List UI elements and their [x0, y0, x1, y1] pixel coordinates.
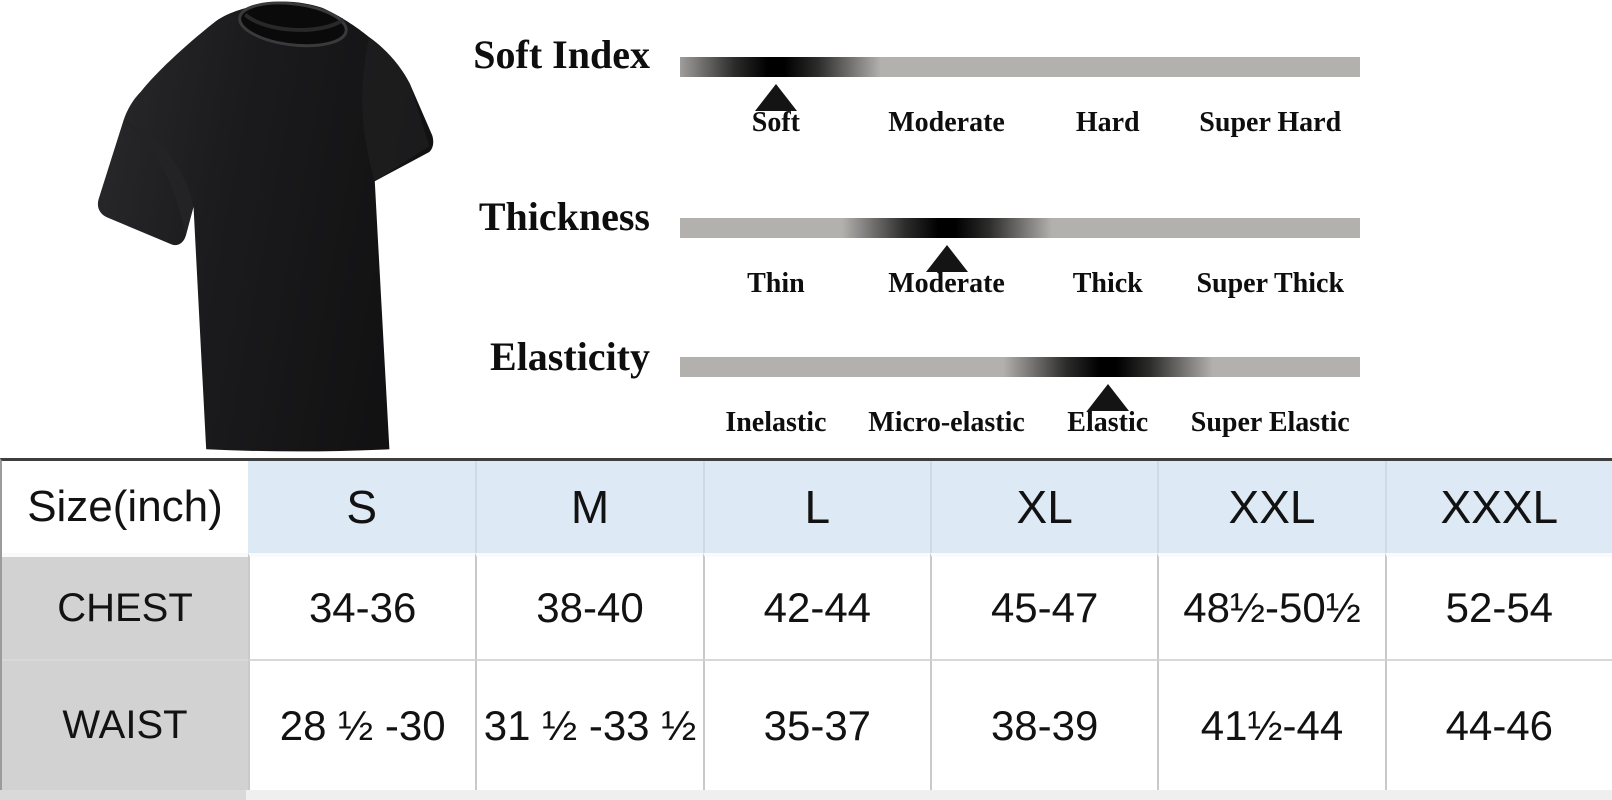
chest-m: 38-40 [475, 553, 703, 659]
scale-label-moderate: Moderate [888, 107, 1005, 138]
tshirt-photo [66, 0, 438, 458]
scale-label-inelastic: Inelastic [725, 407, 827, 438]
gauge-scale-soft-index: Soft Moderate Hard Super Hard [680, 107, 1360, 143]
table-header-m: M [475, 461, 703, 553]
scale-label-moderate: Moderate [888, 268, 1005, 299]
scale-label-super-thick: Super Thick [1196, 268, 1345, 299]
gauge-bar [680, 218, 1360, 238]
waist-xxxl: 44-46 [1384, 659, 1612, 790]
waist-xl: 38-39 [929, 659, 1158, 790]
table-header-size-inch: Size(inch) [2, 461, 248, 553]
table-header-s: S [248, 461, 476, 553]
scale-label-super-elastic: Super Elastic [1190, 407, 1350, 438]
waist-xxl: 41½-44 [1157, 659, 1385, 790]
table-bottom-edge [0, 790, 1612, 800]
gauge-soft-index: Soft Moderate Hard Super Hard [680, 57, 1360, 149]
gauge-scale-thickness: Thin Moderate Thick Super Thick [680, 268, 1360, 304]
row-label-chest: CHEST [2, 553, 248, 659]
scale-label-super-hard: Super Hard [1199, 107, 1342, 138]
chest-xxl: 48½-50½ [1157, 553, 1385, 659]
scale-label-thick: Thick [1072, 268, 1143, 299]
gauge-bar [680, 57, 1360, 77]
gauge-thickness: Thin Moderate Thick Super Thick [680, 218, 1360, 310]
gauge-marker-triangle [754, 84, 797, 111]
table-header-xxl: XXL [1157, 461, 1385, 553]
gauge-bar [680, 357, 1360, 377]
gauge-elasticity: Inelastic Micro-elastic Elastic Super El… [680, 357, 1360, 449]
table-bottom-edge-left [0, 790, 246, 800]
gauge-title-elasticity: Elasticity [490, 334, 650, 379]
waist-l: 35-37 [702, 659, 930, 790]
gauge-marker-triangle [1086, 384, 1129, 411]
chest-l: 42-44 [702, 553, 930, 659]
tshirt-image [97, 1, 434, 452]
scale-label-elastic: Elastic [1067, 407, 1149, 438]
gauge-title-thickness: Thickness [478, 194, 650, 239]
gauge-scale-elasticity: Inelastic Micro-elastic Elastic Super El… [680, 407, 1360, 443]
table-header-xl: XL [929, 461, 1158, 553]
gauge-title-soft-index: Soft Index [473, 32, 650, 77]
chest-s: 34-36 [248, 553, 476, 659]
size-table: Size(inch) S M L XL XXL XXXL CHEST 34-36… [0, 458, 1612, 790]
scale-label-soft: Soft [751, 107, 800, 138]
waist-m: 31 ½ -33 ½ [475, 659, 703, 790]
scale-label-micro-elastic: Micro-elastic [868, 407, 1025, 438]
table-header-xxxl: XXXL [1384, 461, 1612, 553]
scale-label-thin: Thin [747, 268, 805, 299]
waist-s: 28 ½ -30 [248, 659, 476, 790]
gauge-level-highlight [841, 218, 1052, 238]
chest-xxxl: 52-54 [1384, 553, 1612, 659]
table-header-l: L [702, 461, 930, 553]
chest-xl: 45-47 [929, 553, 1158, 659]
gauge-level-highlight [1002, 357, 1213, 377]
row-label-waist: WAIST [2, 659, 248, 790]
gauge-marker-triangle [925, 245, 968, 272]
scale-label-hard: Hard [1075, 107, 1140, 138]
gauge-level-highlight [680, 57, 881, 77]
